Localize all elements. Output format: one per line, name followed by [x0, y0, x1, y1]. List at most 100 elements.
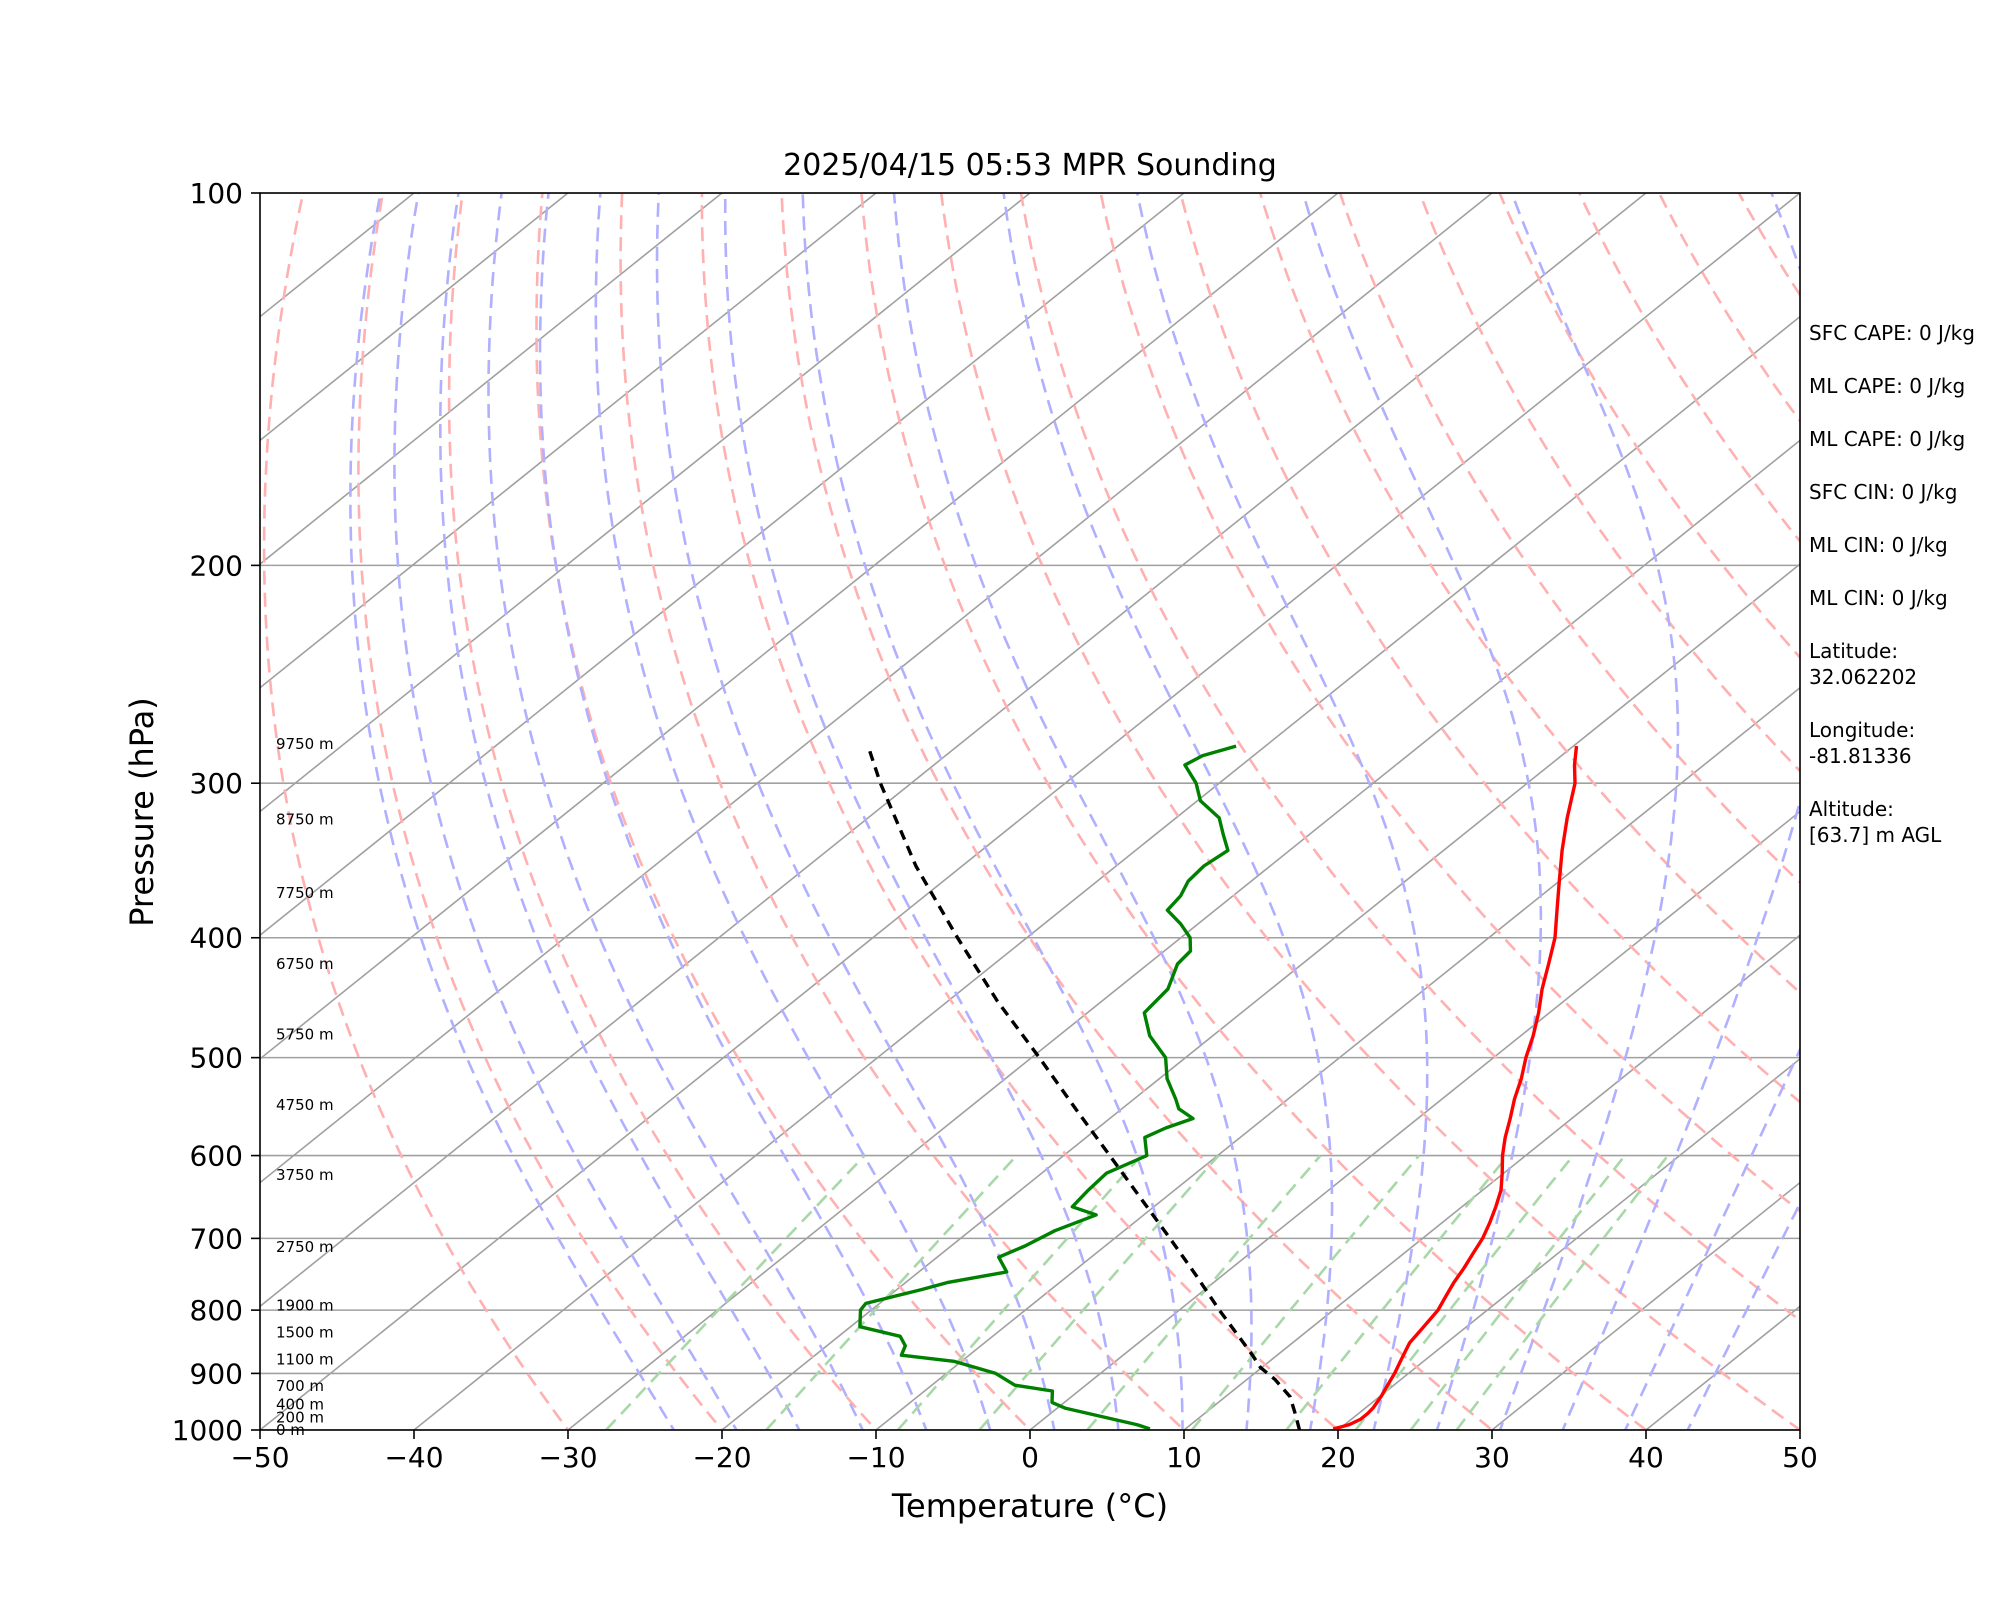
- ml-cape-text-2: ML CAPE: 0 J/kg: [1809, 427, 1966, 451]
- y-tick-label: 300: [190, 767, 243, 800]
- data-lines: [858, 744, 1579, 1430]
- chart-title: 2025/04/15 05:53 MPR Sounding: [783, 148, 1277, 183]
- x-tick-label: −30: [538, 1441, 597, 1474]
- height-label: 1100 m: [276, 1350, 334, 1368]
- dry-adiabat-line: [1019, 193, 1800, 1322]
- y-axis-ticks: 1000 900 800 700 600 500 400 300 200 100: [172, 177, 260, 1447]
- isotherm-line: [1336, 1057, 1800, 1430]
- isotherm-line: [260, 193, 1648, 1308]
- dry-adiabat-line: [357, 193, 724, 1430]
- parcel-profile-line: [866, 745, 1302, 1430]
- sfc-cape-text: SFC CAPE: 0 J/kg: [1809, 321, 1975, 345]
- moist-adiabat-line: [538, 193, 928, 1430]
- y-tick-label: 500: [190, 1042, 243, 1075]
- dry-adiabat-line: [939, 193, 1800, 1430]
- x-tick-label: 0: [1021, 1441, 1039, 1474]
- altitude-value: [63.7] m AGL: [1809, 823, 1942, 847]
- latitude-block: Latitude: 32.062202: [1809, 638, 1994, 690]
- mixing-ratio-line: [1409, 1154, 1626, 1430]
- ml-cin-text: ML CIN: 0 J/kg: [1809, 533, 1948, 557]
- isotherm-line: [720, 563, 1800, 1430]
- height-label: 2750 m: [276, 1238, 334, 1256]
- x-axis-label: Temperature (°C): [891, 1487, 1168, 1525]
- mixing-ratio-line: [765, 1154, 1018, 1430]
- isotherm-line: [412, 315, 1800, 1430]
- isotherm-line: [260, 193, 1340, 1060]
- y-tick-label: 400: [190, 922, 243, 955]
- x-tick-label: −20: [692, 1441, 751, 1474]
- longitude-value: -81.81336: [1809, 744, 1912, 768]
- mixing-ratio-line: [1285, 1154, 1509, 1430]
- moist-adiabat-line: [349, 193, 676, 1430]
- longitude-block: Longitude: -81.81336: [1809, 717, 1994, 769]
- mixing-ratio-line: [896, 1154, 1143, 1430]
- isotherm-line: [260, 193, 878, 689]
- altitude-label: Altitude:: [1809, 797, 1894, 821]
- moist-adiabat-line: [1002, 193, 1334, 1430]
- background-lines: [260, 193, 1800, 1430]
- isotherm-line: [1490, 1181, 1800, 1430]
- isotherm-line: [566, 439, 1800, 1430]
- dry-adiabat-line: [262, 193, 570, 1430]
- height-label: 400 m: [276, 1396, 324, 1414]
- isotherm-line: [260, 193, 1494, 1184]
- height-label: 5750 m: [276, 1026, 334, 1044]
- height-label: 3750 m: [276, 1166, 334, 1184]
- y-tick-label: 100: [190, 177, 243, 210]
- y-tick-label: 200: [190, 549, 243, 582]
- x-tick-label: 50: [1782, 1441, 1818, 1474]
- y-tick-label: 800: [190, 1294, 243, 1327]
- mixing-ratio-line: [978, 1154, 1220, 1430]
- isotherm-line: [260, 193, 1186, 937]
- sounding-info-panel: SFC CAPE: 0 J/kg ML CAPE: 0 J/kg ML CAPE…: [1809, 320, 1994, 875]
- dry-adiabat-line: [1418, 193, 1800, 773]
- moist-adiabat-line: [1135, 193, 1429, 1430]
- altitude-block: Altitude: [63.7] m AGL: [1809, 796, 1994, 848]
- moist-adiabat-line: [594, 193, 992, 1430]
- isotherm-line: [1028, 810, 1800, 1430]
- height-label: 6750 m: [276, 955, 334, 973]
- mixing-ratio-line: [1455, 1154, 1669, 1430]
- latitude-value: 32.062202: [1809, 665, 1918, 689]
- isotherm-line: [260, 193, 1800, 1430]
- height-label: 4750 m: [276, 1096, 334, 1114]
- height-label: 700 m: [276, 1377, 324, 1395]
- x-tick-label: 30: [1474, 1441, 1510, 1474]
- x-tick-label: −40: [384, 1441, 443, 1474]
- moist-adiabat-line: [1301, 193, 1543, 1430]
- y-tick-label: 700: [190, 1222, 243, 1255]
- longitude-label: Longitude:: [1809, 718, 1916, 742]
- dry-adiabat-line: [619, 193, 1186, 1430]
- moist-adiabat-line: [801, 193, 1184, 1430]
- dry-adiabat-line: [860, 193, 1649, 1430]
- dry-adiabat-line: [1338, 193, 1800, 885]
- moist-adiabat-line: [438, 193, 801, 1430]
- x-tick-label: −10: [846, 1441, 905, 1474]
- ml-cape-text: ML CAPE: 0 J/kg: [1809, 374, 1966, 398]
- height-label: 9750 m: [276, 735, 334, 753]
- moist-adiabat-line: [892, 193, 1253, 1430]
- y-axis-label: Pressure (hPa): [123, 697, 161, 927]
- isotherm-line: [260, 193, 416, 318]
- x-tick-label: −50: [230, 1441, 289, 1474]
- mixing-ratio-line: [1354, 1154, 1575, 1430]
- height-label: 7750 m: [276, 884, 334, 902]
- dry-adiabat-line: [1577, 193, 1800, 544]
- dry-adiabat-line: [535, 193, 1032, 1430]
- mixing-ratio-line: [1190, 1154, 1420, 1430]
- y-tick-label: 1000: [172, 1414, 243, 1447]
- moist-adiabat-line: [1623, 1046, 1800, 1430]
- height-label: 8750 m: [276, 811, 334, 829]
- dry-adiabat-line: [1258, 193, 1800, 995]
- moist-adiabat-line: [393, 193, 738, 1430]
- isotherm-line: [260, 193, 1032, 813]
- y-tick-label: 600: [190, 1140, 243, 1173]
- moist-adiabat-line: [1561, 193, 1800, 1430]
- dry-adiabat-line: [447, 193, 878, 1430]
- height-label: 1900 m: [276, 1296, 334, 1314]
- isotherm-line: [260, 193, 724, 566]
- mixing-ratio-line: [1086, 1154, 1322, 1430]
- height-label: 200 m: [276, 1408, 324, 1426]
